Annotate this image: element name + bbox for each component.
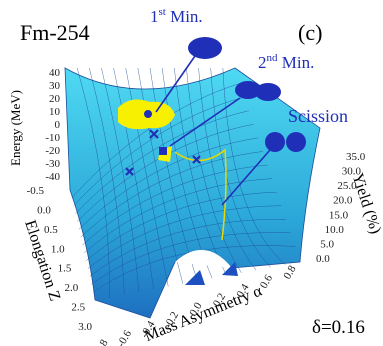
mesh-line [93, 245, 296, 293]
yield-peaks [185, 262, 238, 285]
mesh-line [89, 219, 287, 277]
saddle-marker [159, 147, 167, 155]
mesh-line [84, 178, 273, 254]
mesh-line [78, 137, 259, 230]
tick-label: -0.5 [27, 185, 45, 197]
mesh-line [91, 232, 291, 285]
tick-label: 25.0 [337, 180, 357, 192]
tick-label: 15.0 [329, 209, 349, 221]
tick-label: 35.0 [346, 151, 366, 163]
mesh-line [82, 164, 268, 246]
tick-label: -30 [45, 158, 60, 170]
fission-path [174, 148, 227, 241]
scission-label: Scission [288, 106, 348, 126]
tick-label: 30.0 [342, 166, 362, 178]
mesh-line [85, 191, 277, 261]
mesh-line [125, 67, 169, 287]
tick-label: 2.0 [65, 282, 79, 294]
tick-label: 3.0 [78, 321, 92, 333]
shape-icons [188, 37, 306, 152]
mesh-line [113, 67, 154, 290]
mesh-line [186, 67, 242, 273]
minimum-marker [144, 110, 152, 118]
panel-label: (c) [298, 20, 322, 45]
tick-label: 20 [49, 93, 61, 105]
tick-label: 30 [49, 80, 61, 92]
energy-axis-label: Energy (MeV) [8, 90, 23, 166]
tick-label: -40 [45, 171, 60, 183]
tick-label: 0.8 [281, 263, 299, 281]
mesh-line [198, 67, 257, 271]
tick-label: 5.0 [320, 238, 334, 250]
tick-label: 10.0 [325, 224, 345, 236]
tick-label: 2.5 [71, 302, 85, 314]
tick-label: -10 [45, 132, 60, 144]
tick-label: 0.0 [37, 204, 51, 216]
tick-label: 10 [49, 106, 61, 118]
nucleus-label: Fm-254 [20, 20, 90, 45]
tick-label: 0.6 [258, 272, 276, 290]
energy-surface [64, 67, 321, 319]
tick-label: -0.8 [91, 337, 110, 346]
mesh-line [80, 151, 263, 238]
first-min-label: 1st Min. [150, 6, 203, 26]
tick-label: 0.2 [211, 291, 228, 309]
tick-label: -20 [45, 145, 60, 157]
mesh-line [75, 110, 249, 214]
second-min-label: 2nd Min. [258, 52, 314, 72]
delta-label: δ=0.16 [312, 317, 365, 338]
tick-label: 0.0 [316, 253, 330, 265]
tick-label: -0.6 [115, 328, 134, 346]
tick-label: 40 [49, 67, 61, 79]
mesh-line [76, 67, 110, 298]
tick-label: 1.0 [51, 243, 65, 255]
tick-label: 0 [55, 119, 61, 131]
mesh-line [87, 205, 282, 269]
tick-label: 0.5 [44, 224, 58, 236]
mesh-line [222, 67, 286, 265]
mesh-line [89, 67, 125, 295]
tick-label: 20.0 [333, 195, 353, 207]
mesh-line [210, 67, 271, 268]
mesh-line [101, 67, 140, 292]
arrows [155, 55, 271, 206]
saddle-markers [125, 129, 201, 176]
tick-label: 1.5 [58, 263, 72, 275]
surface-cutout [175, 249, 232, 268]
